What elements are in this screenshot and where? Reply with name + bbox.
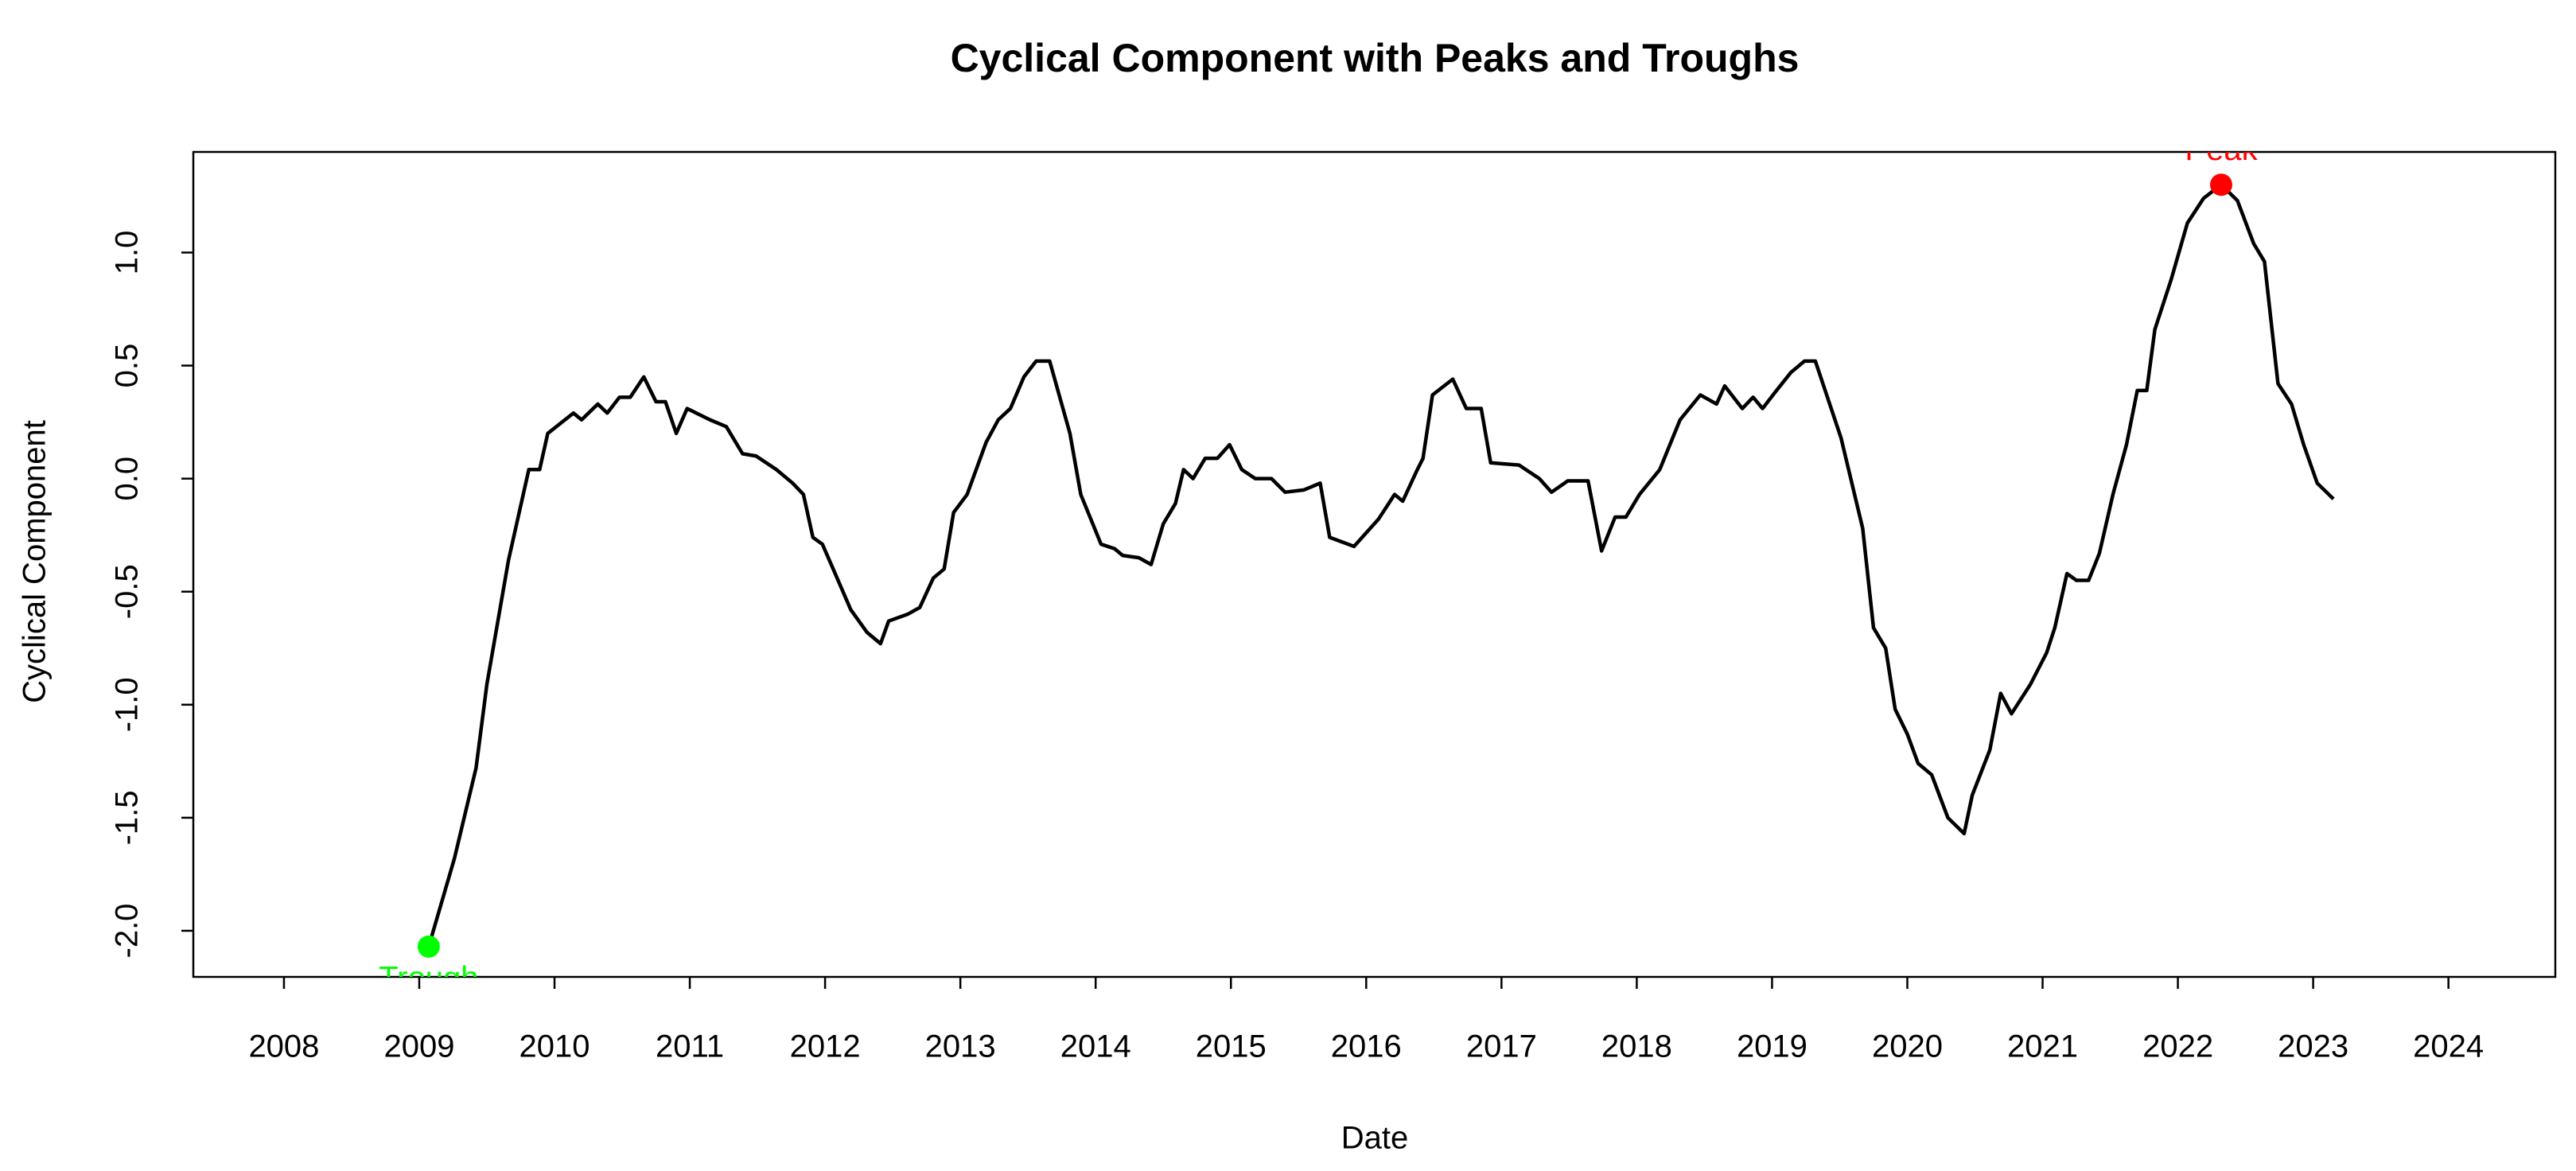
x-tick-label: 2016	[1331, 1029, 1402, 1064]
marker-point	[417, 935, 440, 958]
x-tick-label: 2008	[248, 1029, 319, 1064]
chart-title: Cyclical Component with Peaks and Trough…	[951, 36, 1800, 80]
x-tick-label: 2019	[1737, 1029, 1807, 1064]
y-tick-label: 0.0	[110, 457, 145, 501]
x-tick-label: 2022	[2142, 1029, 2213, 1064]
series-line	[426, 182, 2335, 947]
y-tick-label: 1.0	[110, 231, 145, 275]
marker-label: Trough	[379, 960, 478, 995]
x-tick-label: 2009	[383, 1029, 454, 1064]
y-tick-label: -2.0	[110, 904, 145, 959]
y-axis-label: Cyclical Component	[18, 420, 53, 703]
x-tick-label: 2011	[656, 1029, 724, 1064]
x-axis-label: Date	[1341, 1121, 1409, 1156]
plot-frame	[192, 150, 2557, 978]
x-tick-label: 2021	[2007, 1029, 2078, 1064]
x-tick-label: 2024	[2413, 1029, 2484, 1064]
x-tick-label: 2015	[1196, 1029, 1267, 1064]
plot-area: Trough Peak	[379, 132, 2335, 995]
y-tick-label: -0.5	[110, 564, 145, 619]
x-tick-label: 2014	[1060, 1029, 1131, 1064]
x-tick-label: 2010	[519, 1029, 590, 1064]
x-tick-label: 2017	[1466, 1029, 1537, 1064]
y-tick-label: -1.5	[110, 790, 145, 845]
y-tick-label: 0.5	[110, 344, 145, 388]
marker-label: Peak	[2185, 132, 2258, 167]
marker-point	[2209, 173, 2232, 196]
x-tick-label: 2023	[2278, 1029, 2348, 1064]
x-tick-label: 2020	[1872, 1029, 1943, 1064]
x-tick-label: 2012	[790, 1029, 861, 1064]
x-tick-label: 2013	[925, 1029, 996, 1064]
y-tick-label: -1.0	[110, 677, 145, 732]
x-tick-label: 2018	[1601, 1029, 1672, 1064]
